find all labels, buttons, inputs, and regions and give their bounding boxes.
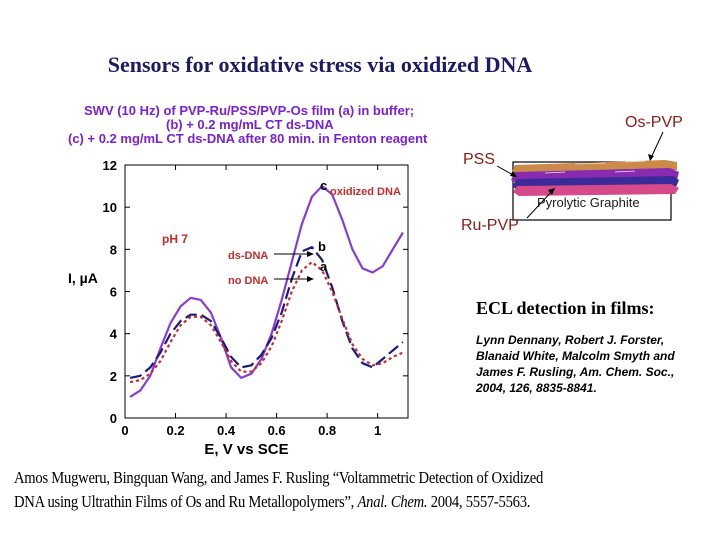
y-axis-label: I, µA	[68, 270, 98, 286]
citation-text-b: 2004, 5557-5563.	[427, 492, 531, 511]
film-diagram: Os-PVP PSS Pyrolytic Graphite Ru-PVP	[461, 114, 683, 234]
plot-frame	[124, 164, 409, 419]
os-pvp-arrowhead	[648, 154, 654, 161]
ds-dna-label: ds-DNA	[228, 250, 268, 262]
ds-dna-arrowhead	[307, 251, 314, 257]
oxidized-dna-label: oxidized DNA	[330, 186, 401, 198]
y-tick-label: 2	[110, 369, 117, 384]
curve-c-label: c	[320, 178, 327, 193]
chart-title-line-2: (b) + 0.2 mg/mL CT ds-DNA	[166, 117, 334, 132]
y-tick-label: 12	[103, 158, 117, 173]
os-pvp-label: Os-PVP	[625, 114, 683, 131]
ru-pvp-arrow	[526, 189, 554, 219]
x-tick-label: 0.6	[268, 423, 286, 438]
pss-label: PSS	[463, 151, 495, 168]
pss-arrowhead	[510, 171, 517, 177]
citation-line-2: DNA using Ultrathin Films of Os and Ru M…	[14, 490, 530, 514]
series-line-c	[129, 185, 404, 398]
lower-layer	[513, 184, 679, 196]
chart-title: SWV (10 Hz) of PVP-Ru/PSS/PVP-Os film (a…	[62, 104, 462, 146]
series-line-a	[129, 260, 404, 384]
x-tick-label: 0	[121, 423, 128, 438]
slide-title: Sensors for oxidative stress via oxidize…	[107, 52, 533, 77]
citation-journal: Anal. Chem.	[357, 492, 428, 511]
x-tick-label: 0.4	[217, 423, 236, 438]
chart-series	[129, 185, 404, 398]
os-pvp-arrow	[650, 131, 664, 159]
no-dna-arrowhead	[307, 276, 314, 282]
y-tick-label: 4	[110, 327, 118, 342]
chart-axes: 0 2 4 6 8 10 12 0 0.2 0.4 0.6 0.8 1 E, V vs SCE I, µA	[68, 158, 409, 458]
y-tick-label: 0	[110, 411, 117, 426]
citation: Amos Mugweru, Bingquan Wang, and James F…	[14, 466, 544, 514]
ecl-authors: Lynn Dennany, Robert J. Forster, Blanaid…	[476, 333, 675, 395]
citation-line-1: Amos Mugweru, Bingquan Wang, and James F…	[14, 468, 544, 487]
y-tick-label: 10	[103, 200, 117, 215]
curve-b-label: b	[318, 239, 326, 254]
y-tick-label: 8	[110, 242, 117, 257]
x-tick-label: 0.8	[318, 423, 336, 438]
no-dna-label: no DNA	[228, 275, 268, 287]
citation-text-a: DNA using Ultrathin Films of Os and Ru M…	[14, 492, 358, 511]
ru-pvp-arrowhead	[548, 188, 555, 195]
ph-label: pH 7	[162, 232, 188, 246]
chart-title-line-3: (c) + 0.2 mg/mL CT ds-DNA after 80 min. …	[68, 131, 428, 146]
layer-highlights	[544, 160, 646, 174]
x-tick-label: 0.2	[166, 423, 184, 438]
curve-a-label: a	[320, 259, 328, 274]
chart-title-line-1: SWV (10 Hz) of PVP-Ru/PSS/PVP-Os film (a…	[84, 103, 415, 118]
series-line-b	[129, 246, 404, 379]
ru-pvp-label: Ru-PVP	[461, 217, 519, 234]
x-axis-label: E, V vs SCE	[204, 441, 288, 458]
x-tick-label: 1	[374, 423, 381, 438]
electrode-label: Pyrolytic Graphite	[537, 195, 640, 210]
y-tick-label: 6	[110, 285, 117, 300]
ecl-heading: ECL detection in films:	[476, 298, 655, 318]
